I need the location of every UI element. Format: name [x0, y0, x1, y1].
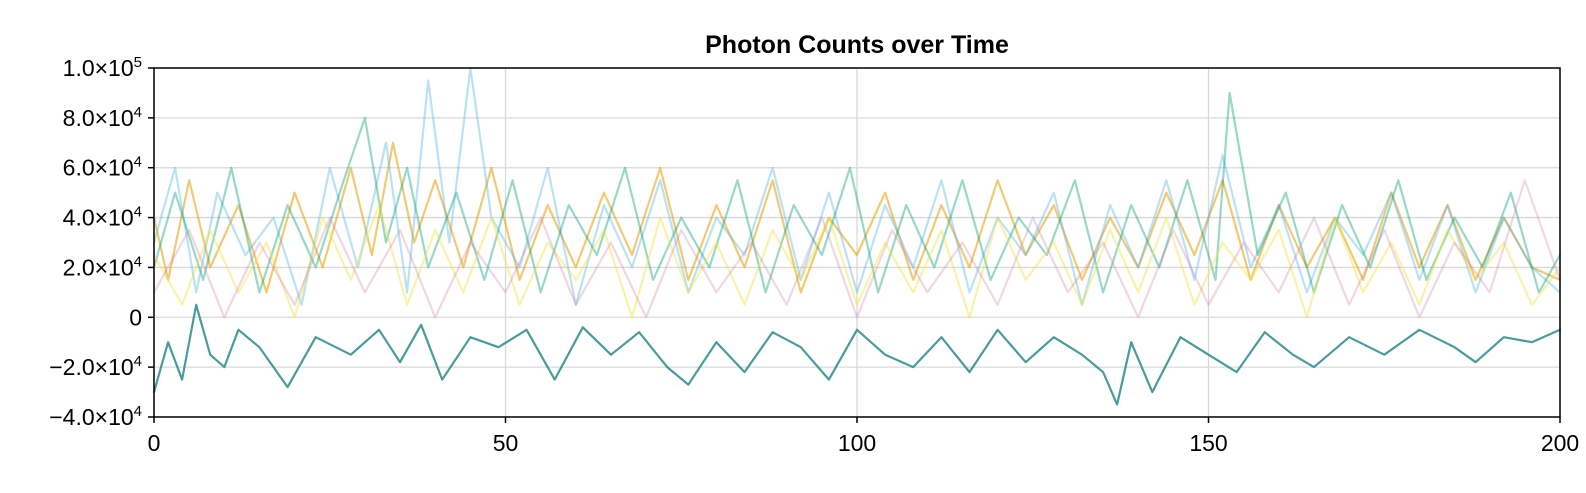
x-tick-label: 100 [838, 430, 876, 456]
y-tick-label: 8.0×104 [63, 104, 142, 131]
x-tick-label: 150 [1189, 430, 1227, 456]
series-line-1 [152, 303, 1562, 406]
x-tick-label: 200 [1541, 430, 1579, 456]
chart-title: Photon Counts over Time [705, 31, 1009, 59]
y-tick-label: 1.0×105 [63, 54, 142, 81]
y-axis: −4.0×104 −2.0×104 0 2.0×104 4.0×104 6.0×104 8.… [49, 54, 154, 430]
series-line-5 [152, 204, 1562, 319]
series-line-6 [152, 179, 1562, 319]
y-tick-label: 4.0×104 [63, 204, 142, 231]
y-tick-label: 6.0×104 [63, 154, 142, 181]
y-tick-label: −2.0×104 [49, 353, 142, 380]
y-tick-label: −4.0×104 [49, 403, 142, 430]
x-axis: 0 50 100 150 200 [148, 417, 1579, 456]
x-tick-label: 0 [148, 430, 161, 456]
series-line-2 [152, 141, 1562, 294]
series-line-3 [152, 66, 1562, 306]
y-tick-label: 0 [129, 304, 142, 330]
y-tick-label: 2.0×104 [63, 253, 142, 280]
series-line-4 [152, 91, 1562, 294]
x-tick-label: 50 [493, 430, 519, 456]
series-lines [152, 66, 1562, 406]
